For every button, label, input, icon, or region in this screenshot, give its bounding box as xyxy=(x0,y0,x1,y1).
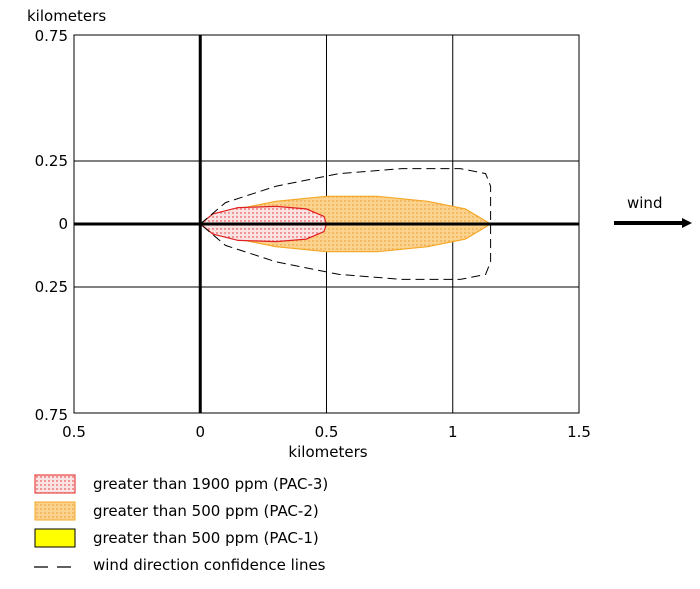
center-axes xyxy=(74,35,579,413)
legend-label-1: greater than 500 ppm (PAC-2) xyxy=(93,502,319,520)
x-tick-label-4: 1.5 xyxy=(567,423,591,441)
legend-swatch-1 xyxy=(34,501,76,521)
legend-swatch-2 xyxy=(34,528,76,548)
y-tick-label-2: 0 xyxy=(58,215,68,233)
legend-label-3: wind direction confidence lines xyxy=(93,556,326,574)
x-tick-label-0: 0.5 xyxy=(62,423,86,441)
y-tick-label-1: 0.25 xyxy=(35,152,68,170)
wind-label: wind xyxy=(627,194,662,212)
x-tick-label-3: 1 xyxy=(448,423,458,441)
confidence-lines xyxy=(199,168,492,280)
y-tick-label-3: 0.25 xyxy=(35,278,68,296)
y-tick-label-4: 0.75 xyxy=(35,406,68,424)
legend-swatch-0 xyxy=(34,474,76,494)
x-tick-label-2: 0.5 xyxy=(315,423,339,441)
x-tick-label-1: 0 xyxy=(195,423,205,441)
legend-label-0: greater than 1900 ppm (PAC-3) xyxy=(93,475,328,493)
y-axis-label: kilometers xyxy=(27,7,106,25)
tick-labels: 0.5 0 0.5 1 1.5 0.75 0.25 0 0.25 0.75 xyxy=(35,27,591,441)
legend-label-2: greater than 500 ppm (PAC-1) xyxy=(93,529,319,547)
x-axis-label: kilometers xyxy=(288,443,367,461)
legend: greater than 1900 ppm (PAC-3) greater tha… xyxy=(34,474,328,574)
y-tick-label-0: 0.75 xyxy=(35,27,68,45)
wind-indicator: wind xyxy=(614,194,692,228)
